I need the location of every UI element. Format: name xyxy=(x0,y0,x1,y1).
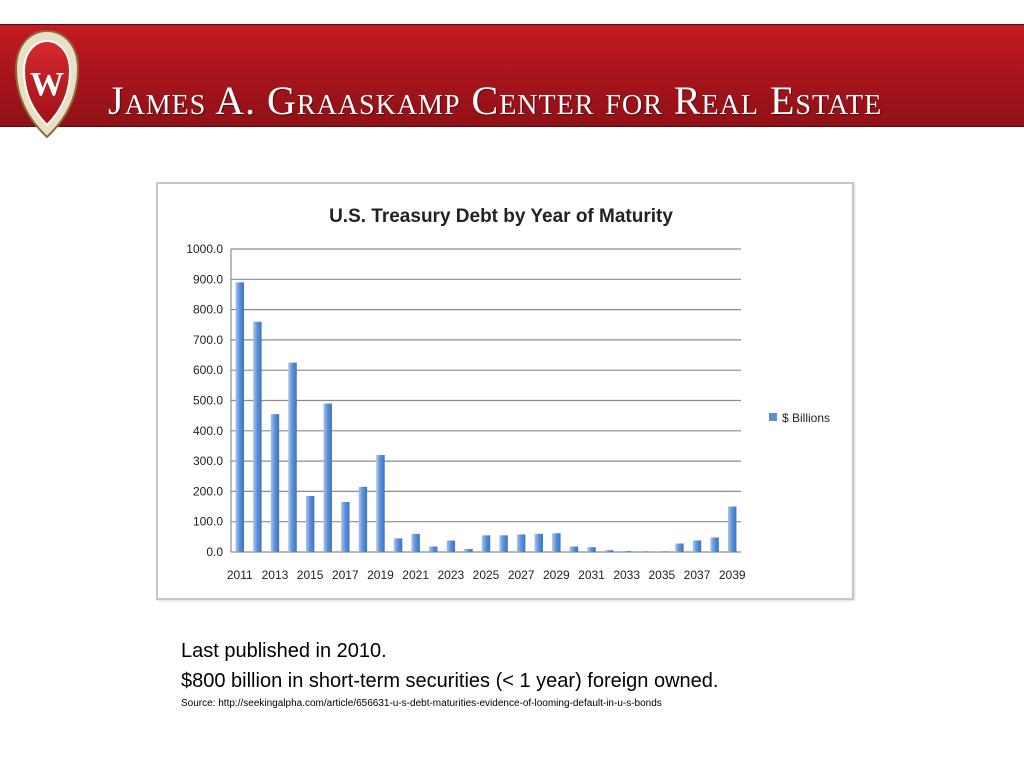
bar-2018 xyxy=(358,486,368,552)
x-tick-label: 2021 xyxy=(402,568,429,582)
crest-letter: W xyxy=(30,66,64,103)
x-tick-label: 2013 xyxy=(262,568,289,582)
y-tick-label: 700.0 xyxy=(193,333,223,347)
x-tick-label: 2015 xyxy=(297,568,324,582)
bar-2012 xyxy=(253,321,262,552)
x-tick-label: 2031 xyxy=(578,568,605,582)
chart-title: U.S. Treasury Debt by Year of Maturity xyxy=(329,206,673,227)
bar-2014 xyxy=(288,362,297,552)
uw-crest-icon: W xyxy=(14,29,80,139)
bar-2022 xyxy=(429,546,438,552)
bar-2019 xyxy=(376,455,385,552)
bar-2028 xyxy=(534,533,543,552)
bar-2037 xyxy=(692,540,702,552)
x-tick-label: 2039 xyxy=(719,568,746,582)
bar-2039 xyxy=(727,506,737,552)
x-tick-label: 2033 xyxy=(613,568,640,582)
bar-2030 xyxy=(569,546,579,552)
y-tick-label: 900.0 xyxy=(193,272,223,286)
y-tick-label: 800.0 xyxy=(193,303,223,317)
bar-2026 xyxy=(499,535,508,552)
bar-2017 xyxy=(341,502,350,552)
bar-2034 xyxy=(640,551,649,552)
y-tick-label: 400.0 xyxy=(193,424,223,438)
y-tick-label: 100.0 xyxy=(193,515,223,529)
y-tick-label: 1000.0 xyxy=(186,242,223,256)
bar-2024 xyxy=(464,548,473,552)
y-tick-label: 500.0 xyxy=(193,394,223,408)
bar-2016 xyxy=(323,403,332,552)
bar-2020 xyxy=(393,538,403,552)
y-tick-label: 600.0 xyxy=(193,363,223,377)
bar-2038 xyxy=(710,537,719,552)
caption-foreign-owned: $800 billion in short-term securities (<… xyxy=(181,670,719,692)
bar-2023 xyxy=(446,540,456,552)
x-tick-label: 2011 xyxy=(227,568,253,582)
header-banner: W James A. Graaskamp Center for Real Est… xyxy=(0,24,1024,139)
x-tick-label: 2023 xyxy=(437,568,464,582)
bar-2021 xyxy=(411,533,420,552)
legend-swatch xyxy=(769,413,777,421)
y-tick-label: 300.0 xyxy=(193,454,223,468)
caption-source: Source: http://seekingalpha.com/article/… xyxy=(181,698,662,709)
bar-2015 xyxy=(305,495,315,552)
x-tick-label: 2025 xyxy=(473,568,500,582)
y-tick-label: 200.0 xyxy=(193,484,223,498)
x-tick-label: 2019 xyxy=(367,568,394,582)
x-tick-label: 2029 xyxy=(543,568,570,582)
bar-2032 xyxy=(604,550,614,552)
bar-2013 xyxy=(270,414,280,552)
bar-2033 xyxy=(622,551,631,552)
bar-2029 xyxy=(552,533,561,552)
caption-published: Last published in 2010. xyxy=(181,640,387,662)
x-tick-label: 2035 xyxy=(649,568,676,582)
bar-2035 xyxy=(657,551,667,552)
bar-2027 xyxy=(516,534,526,552)
page-title: James A. Graaskamp Center for Real Estat… xyxy=(108,78,883,123)
bar-2036 xyxy=(675,543,684,552)
bar-2031 xyxy=(587,547,596,552)
x-tick-label: 2027 xyxy=(508,568,535,582)
x-tick-label: 2017 xyxy=(332,568,359,582)
x-tick-label: 2037 xyxy=(684,568,711,582)
bar-chart: U.S. Treasury Debt by Year of Maturity 0… xyxy=(186,206,830,582)
legend-label: $ Billions xyxy=(782,411,830,425)
bar-2011 xyxy=(235,282,245,552)
bar-2025 xyxy=(481,535,491,552)
y-tick-label: 0.0 xyxy=(206,545,223,559)
